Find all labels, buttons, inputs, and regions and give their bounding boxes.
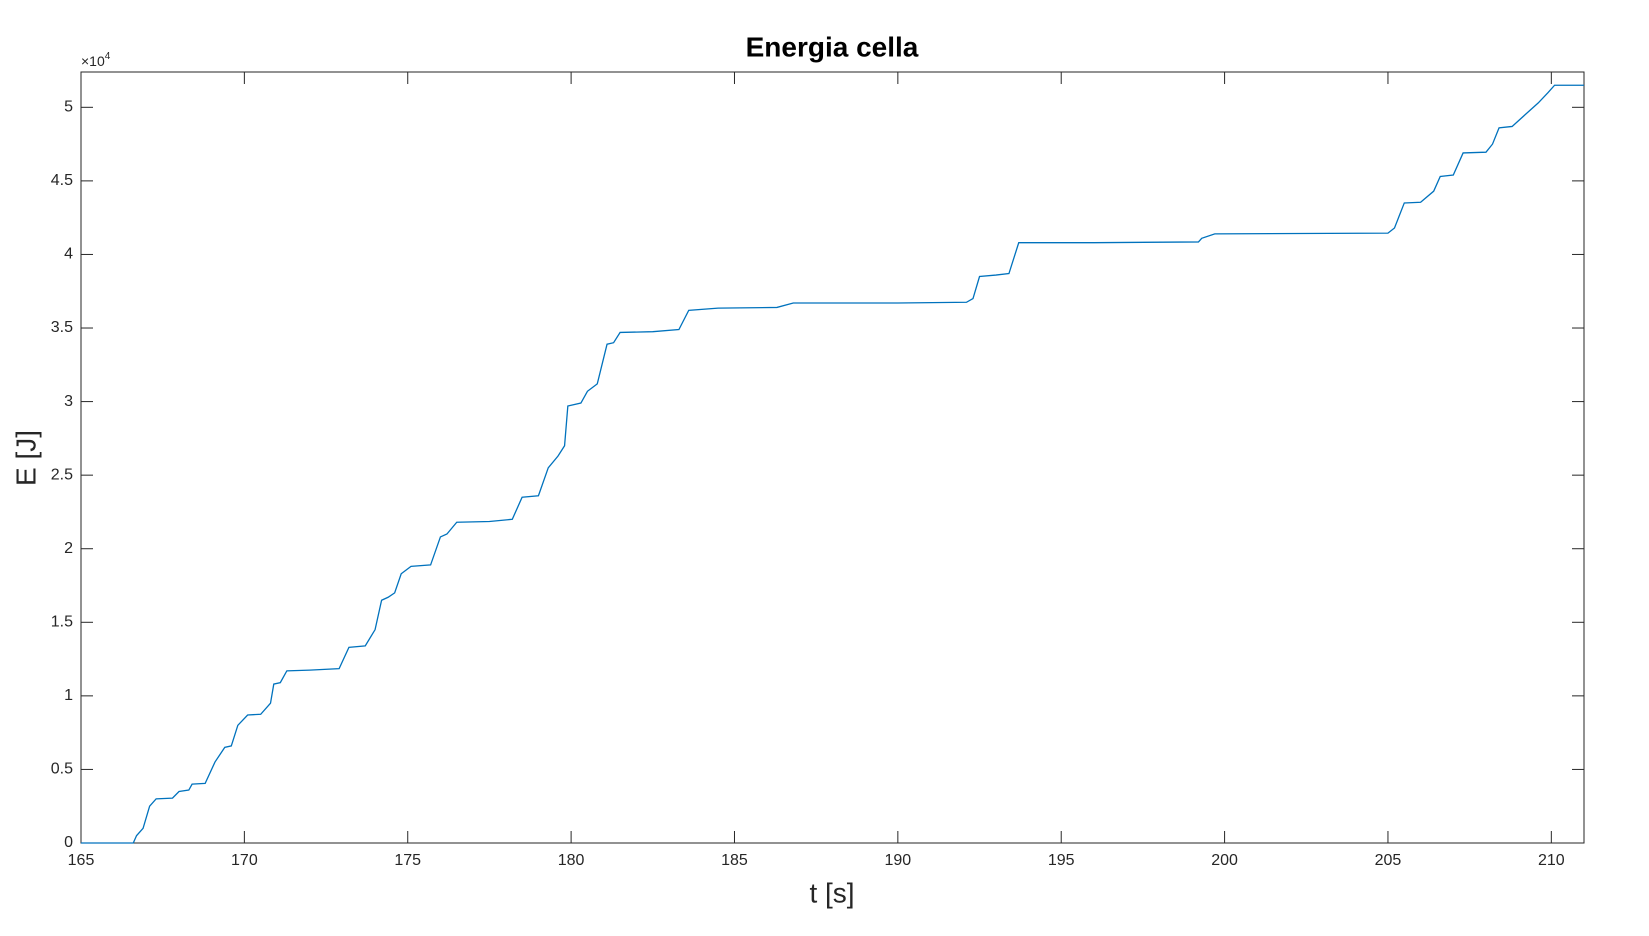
y-axis-label: E [J]: [10, 430, 41, 486]
y-multiplier-base: ×10: [81, 53, 105, 69]
y-tick-label: 4.5: [51, 172, 73, 189]
x-tick-label: 165: [68, 852, 95, 869]
axes-box: [80, 71, 1585, 844]
y-tick-label: 4: [64, 246, 73, 263]
x-tick-label: 210: [1538, 852, 1565, 869]
y-tick-label: 2.5: [51, 466, 73, 483]
y-tick-label: 1.5: [51, 614, 73, 631]
y-multiplier: ×104: [81, 51, 111, 69]
plot-area: [81, 72, 1584, 843]
x-tick-label: 185: [721, 852, 748, 869]
x-axis-label: t [s]: [809, 877, 854, 908]
x-tick-label: 190: [884, 852, 911, 869]
x-tick-label: 180: [558, 852, 585, 869]
x-tick-label: 205: [1375, 852, 1402, 869]
y-tick-label: 5: [64, 99, 73, 116]
x-tick-label: 200: [1211, 852, 1238, 869]
y-multiplier-exponent: 4: [105, 51, 111, 62]
y-tick-label: 0.5: [51, 761, 73, 778]
y-tick-label: 3: [64, 393, 73, 410]
x-tick-label: 175: [394, 852, 421, 869]
y-tick-label: 2: [64, 540, 73, 557]
y-tick-label: 0: [64, 834, 73, 851]
y-tick-label: 1: [64, 687, 73, 704]
x-tick-label: 195: [1048, 852, 1075, 869]
x-tick-label: 170: [231, 852, 258, 869]
chart-title: Energia cella: [746, 31, 919, 62]
data-line: [81, 84, 1584, 844]
y-tick-label: 3.5: [51, 319, 73, 336]
